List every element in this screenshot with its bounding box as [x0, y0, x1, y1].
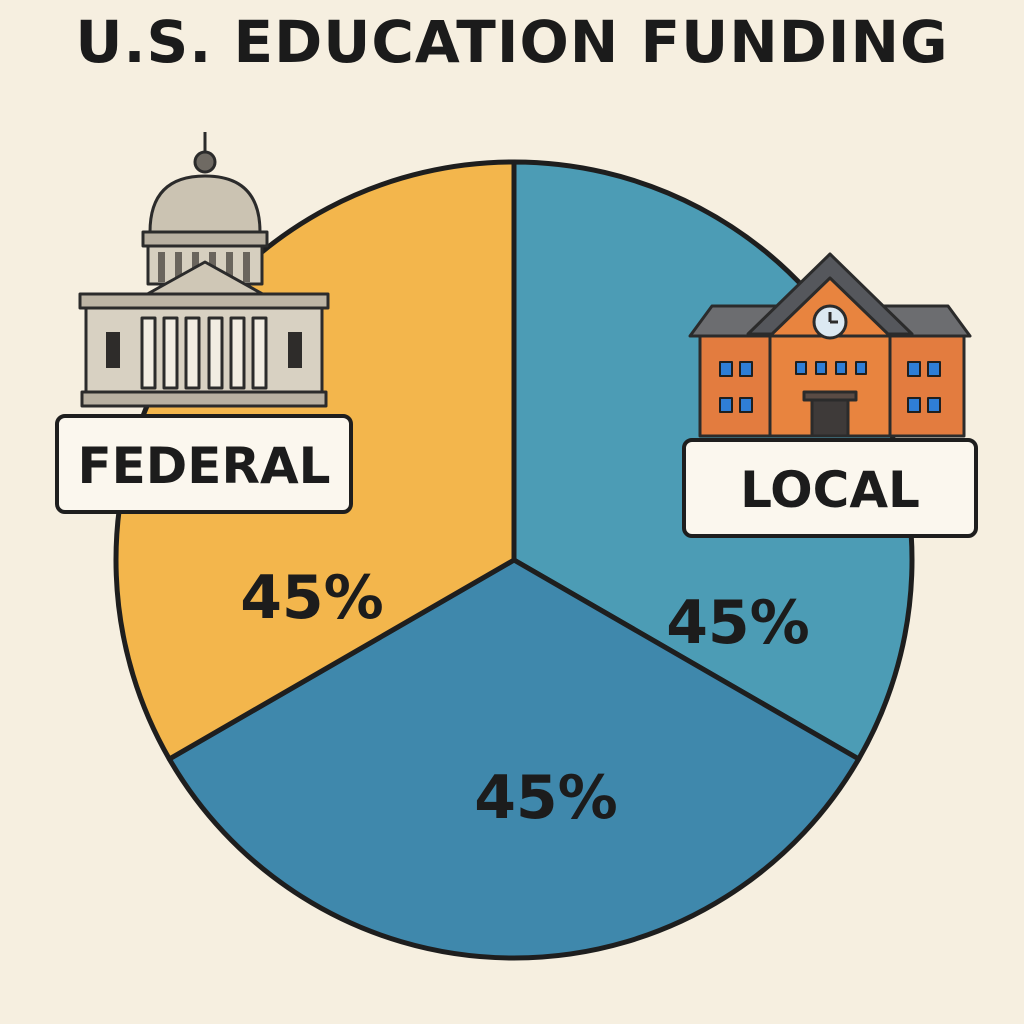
school-building-icon [688, 252, 972, 438]
slice-value-label-local: 45% [666, 588, 810, 658]
label-local: LOCAL [682, 438, 978, 538]
chart-title: U.S. EDUCATION FUNDING [75, 8, 948, 76]
label-federal: FEDERAL [55, 414, 353, 514]
pie-slice-inner [166, 557, 862, 961]
label-box-federal [55, 414, 353, 514]
label-text-federal: FEDERAL [77, 437, 330, 495]
capitol-building-icon [78, 132, 330, 408]
label-text-local: LOCAL [740, 461, 920, 519]
slice-value-labels: 45% 45% 45% [240, 563, 810, 833]
label-box-local [682, 438, 978, 538]
slice-value-label-federal: 45% [240, 563, 384, 633]
slice-value-label-inner: 45% [474, 763, 618, 833]
